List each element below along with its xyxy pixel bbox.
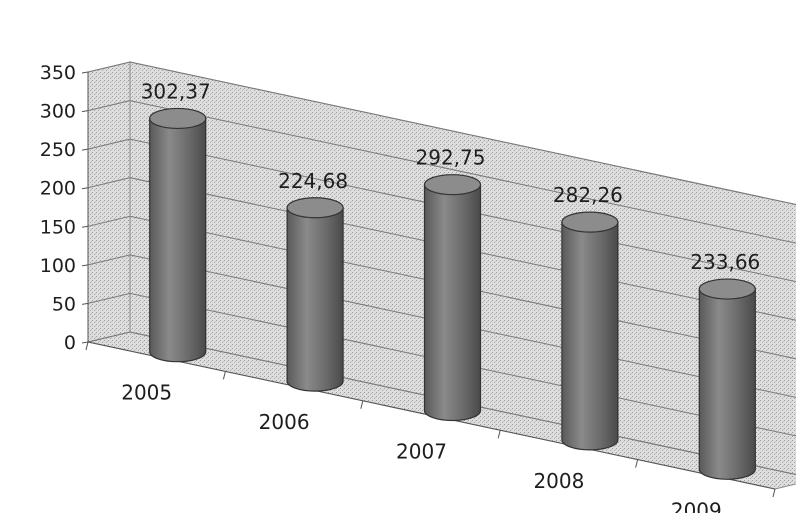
bar-2007 (423, 174, 482, 422)
y-tick-mark (81, 71, 89, 74)
y-tick-label: 250 (40, 139, 76, 161)
gridline (87, 61, 796, 206)
x-tick-mark (85, 341, 89, 351)
y-tick-mark (81, 148, 89, 151)
bar-2009 (698, 278, 756, 480)
data-label: 292,75 (416, 146, 486, 170)
y-tick-mark (81, 264, 89, 267)
data-label: 224,68 (278, 169, 348, 193)
bar-body (561, 221, 619, 451)
data-labels: 302,37 224,68 292,75 282,26 233,66 (141, 79, 761, 274)
x-axis-ticks: 2005 2006 2007 2008 2009 (121, 381, 722, 513)
y-tick-mark (81, 187, 89, 190)
x-tick-label: 2005 (121, 381, 172, 405)
x-tick-mark (360, 400, 364, 409)
y-tick-label: 100 (40, 255, 76, 277)
x-tick-mark (772, 488, 776, 498)
x-tick-label: 2007 (396, 440, 447, 464)
side-wall (87, 61, 131, 343)
bar-top (423, 174, 482, 196)
data-label: 282,26 (553, 183, 623, 207)
bar-body (423, 184, 482, 422)
y-tick-label: 50 (52, 293, 76, 315)
bar-2006 (286, 197, 344, 392)
y-tick-label: 150 (40, 216, 76, 238)
y-tick-mark (81, 110, 89, 113)
y-tick-mark (81, 225, 89, 228)
x-tick-label: 2008 (533, 469, 584, 493)
y-axis-ticks: 0 50 100 150 200 250 300 350 (40, 62, 76, 354)
x-tick-mark (497, 430, 501, 439)
y-tick-mark (81, 302, 89, 305)
y-tick-label: 300 (40, 101, 76, 123)
x-tick-label: 2006 (259, 410, 310, 434)
bar-top (286, 197, 344, 219)
bar-body (698, 288, 756, 480)
x-tick-mark (635, 459, 639, 468)
x-tick-mark (222, 371, 226, 380)
bar-2005 (149, 107, 207, 363)
data-label: 302,37 (141, 79, 211, 103)
x-tick-label: 2009 (671, 498, 722, 513)
bar-top (698, 278, 756, 300)
data-label: 233,66 (690, 250, 760, 274)
gridline (87, 100, 796, 244)
y-tick-label: 350 (40, 62, 76, 84)
y-tick-label: 200 (40, 178, 76, 200)
bars (149, 107, 756, 480)
bar-body (149, 117, 207, 363)
bar-top (561, 211, 619, 233)
y-tick-mark (81, 341, 89, 344)
bar-body (286, 207, 344, 392)
bar-2008 (561, 211, 619, 451)
bar-top (149, 107, 207, 130)
y-tick-label: 0 (64, 332, 76, 354)
